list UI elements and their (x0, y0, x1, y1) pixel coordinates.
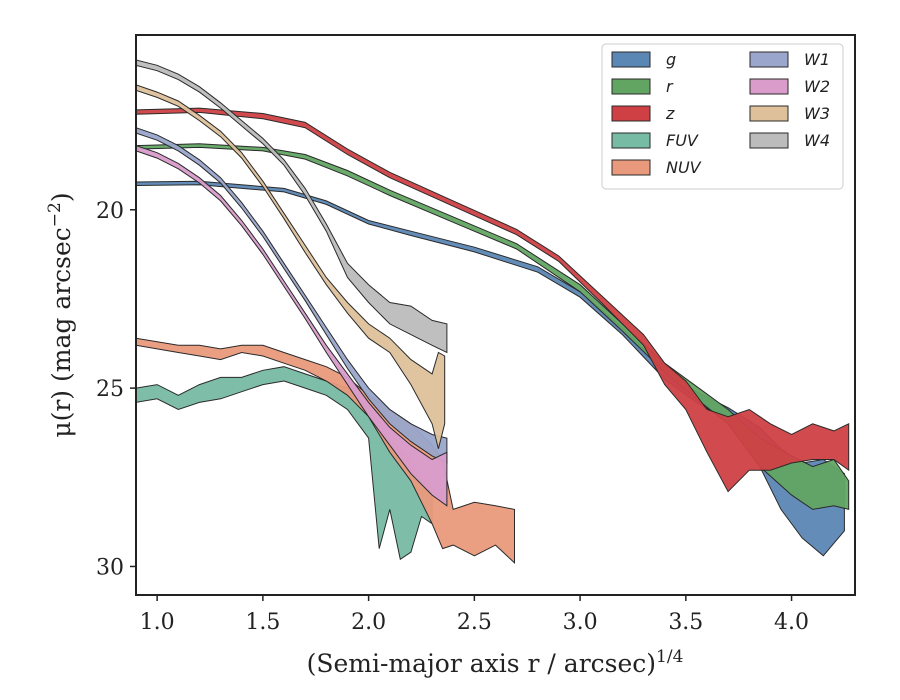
legend-label-w4: W4 (804, 131, 830, 150)
legend-label-w1: W1 (804, 50, 830, 69)
legend-label-r: r (666, 77, 674, 96)
series-band-w3 (136, 84, 446, 449)
legend-label-w3: W3 (804, 104, 830, 123)
legend: grz FUV NUV W1 W2 W3 W4 (601, 43, 844, 190)
legend-swatch-w2 (749, 78, 789, 95)
series-band-z (136, 107, 850, 493)
series-band-r (136, 143, 850, 511)
x-axis: 1.0 1.5 2.0 2.5 3.0 3.5 4.0 (140, 595, 809, 635)
series-band-nuv (136, 337, 515, 565)
legend-swatch-g (611, 51, 651, 68)
legend-label-z: z (665, 104, 675, 123)
x-tick-label: 2.5 (457, 610, 492, 635)
legend-label-w2: W2 (804, 77, 830, 96)
legend-label-g: g (666, 50, 676, 69)
legend-swatch-nuv (611, 159, 651, 176)
legend-label-nuv: NUV (666, 158, 702, 177)
x-tick-label: 2.0 (351, 610, 386, 635)
series-band-g (136, 180, 845, 557)
y-axis: 20 25 30 (96, 199, 136, 580)
x-axis-label: (Semi-major axis r / arcsec)1/4 (307, 647, 684, 678)
legend-swatch-w1 (749, 51, 789, 68)
legend-swatch-r (611, 78, 651, 95)
legend-swatch-w3 (749, 105, 789, 122)
y-tick-label: 25 (96, 377, 124, 402)
legend-label-fuv: FUV (666, 131, 699, 150)
series-band-w4 (136, 59, 448, 354)
legend-swatch-w4 (749, 132, 789, 149)
series-band-w2 (136, 145, 448, 507)
x-tick-label: 3.5 (668, 610, 703, 635)
plot-frame (135, 34, 856, 596)
y-tick-label: 20 (96, 199, 124, 224)
legend-swatch-fuv (611, 132, 651, 149)
series-layer (136, 59, 850, 565)
x-tick-label: 4.0 (774, 610, 809, 635)
y-axis-label: μ(r) (mag arcsec−2) (45, 192, 76, 437)
x-tick-label: 1.0 (140, 610, 175, 635)
x-tick-label: 3.0 (563, 610, 598, 635)
y-tick-label: 30 (96, 555, 124, 580)
legend-swatch-z (611, 105, 651, 122)
x-tick-label: 1.5 (245, 610, 280, 635)
